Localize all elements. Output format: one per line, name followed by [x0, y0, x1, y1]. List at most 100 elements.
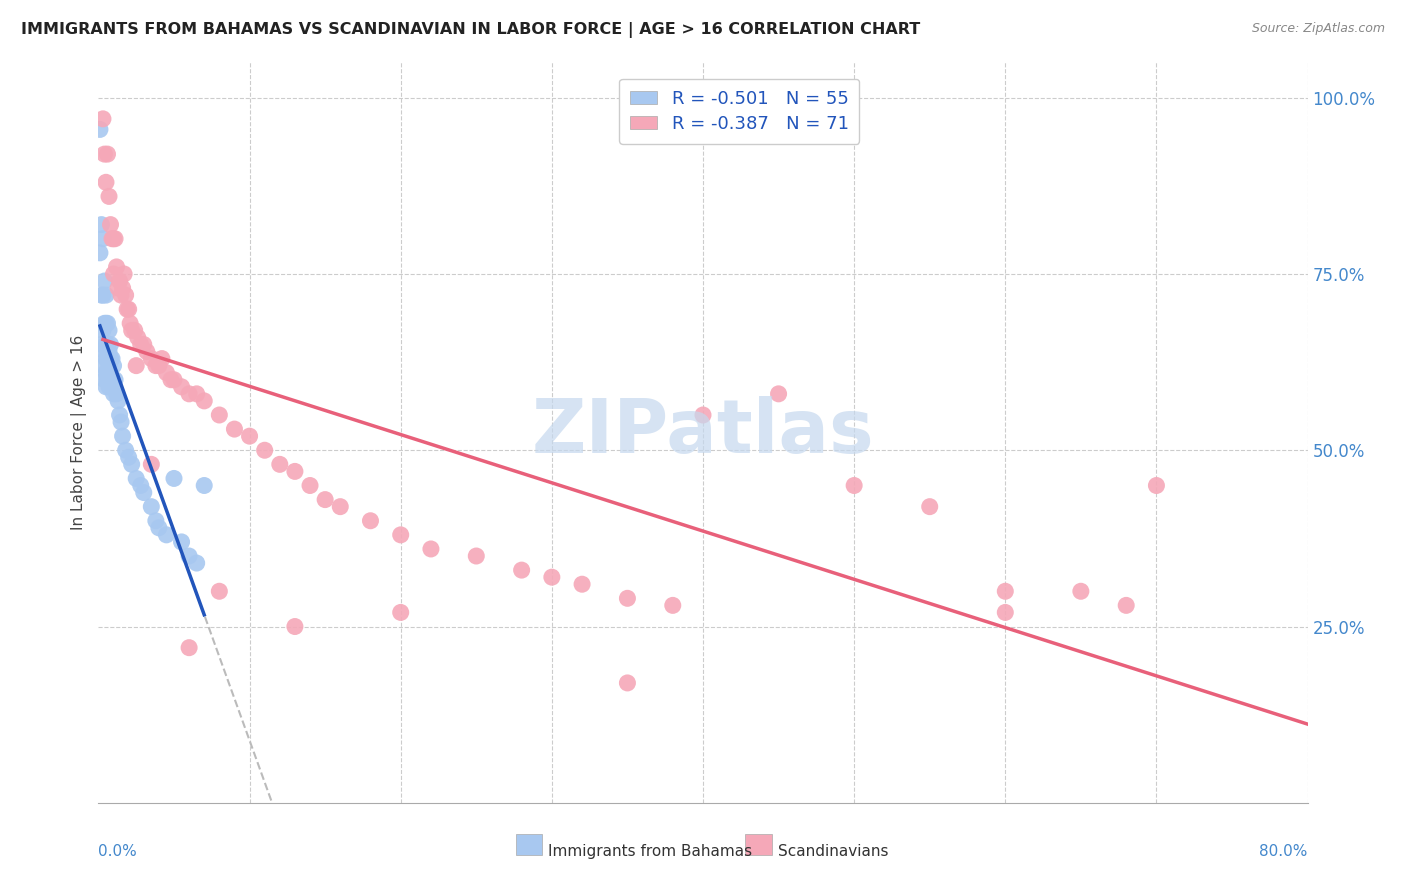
Point	[105, 387, 128, 401]
Point	[115, 302, 138, 317]
Point	[360, 514, 382, 528]
Point	[571, 577, 593, 591]
Point	[103, 267, 125, 281]
Point	[112, 267, 135, 281]
Point	[108, 408, 131, 422]
Point	[107, 281, 129, 295]
Point	[91, 288, 114, 302]
Point	[98, 344, 121, 359]
Point	[145, 514, 167, 528]
Point	[94, 337, 117, 351]
Point	[94, 288, 117, 302]
Y-axis label: In Labor Force | Age > 16: In Labor Force | Age > 16	[72, 335, 87, 530]
Point	[918, 500, 941, 514]
Point	[105, 260, 128, 274]
Point	[141, 458, 163, 472]
Point	[314, 492, 336, 507]
Point	[239, 429, 262, 443]
Point	[108, 274, 131, 288]
Point	[253, 443, 276, 458]
Point	[389, 528, 412, 542]
Point	[94, 175, 117, 189]
Text: ZIPatlas: ZIPatlas	[531, 396, 875, 469]
Point	[94, 380, 117, 394]
Point	[114, 288, 136, 302]
Point	[110, 415, 132, 429]
Point	[616, 676, 638, 690]
Point	[101, 232, 124, 246]
Text: 80.0%: 80.0%	[1260, 844, 1308, 858]
Point	[129, 337, 152, 351]
Bar	[745, 834, 772, 855]
Point	[692, 408, 714, 422]
Point	[186, 556, 208, 570]
Point	[141, 351, 163, 366]
Point	[121, 323, 143, 337]
Point	[540, 570, 562, 584]
Point	[89, 245, 111, 260]
Point	[101, 373, 124, 387]
Point	[91, 359, 114, 373]
Point	[994, 606, 1017, 620]
Point	[98, 323, 121, 337]
Point	[125, 359, 148, 373]
Point	[844, 478, 866, 492]
Point	[114, 443, 136, 458]
Point	[96, 373, 118, 387]
Point	[96, 351, 118, 366]
Point	[1115, 599, 1137, 613]
Point	[101, 351, 124, 366]
Point	[125, 471, 148, 485]
Point	[100, 337, 122, 351]
Point	[104, 373, 127, 387]
Point	[94, 351, 117, 366]
Point	[616, 591, 638, 606]
Point	[135, 344, 157, 359]
Point	[132, 485, 155, 500]
Point	[104, 232, 127, 246]
Point	[121, 458, 143, 472]
Point	[118, 450, 141, 465]
Point	[103, 359, 125, 373]
Point	[145, 359, 167, 373]
Point	[96, 147, 118, 161]
Bar	[516, 834, 543, 855]
Text: IMMIGRANTS FROM BAHAMAS VS SCANDINAVIAN IN LABOR FORCE | AGE > 16 CORRELATION CH: IMMIGRANTS FROM BAHAMAS VS SCANDINAVIAN …	[21, 22, 921, 38]
Point	[94, 366, 117, 380]
Point	[155, 528, 177, 542]
Point	[94, 316, 117, 330]
Point	[768, 387, 790, 401]
Point	[93, 316, 115, 330]
Point	[389, 606, 412, 620]
Point	[100, 218, 122, 232]
Point	[994, 584, 1017, 599]
Point	[98, 189, 121, 203]
Point	[284, 464, 307, 478]
Point	[90, 288, 112, 302]
Point	[100, 351, 122, 366]
Point	[170, 380, 193, 394]
Point	[284, 619, 307, 633]
Point	[329, 500, 352, 514]
Point	[91, 323, 114, 337]
Point	[299, 478, 322, 492]
Point	[208, 408, 231, 422]
Point	[661, 599, 683, 613]
Point	[93, 373, 115, 387]
Point	[224, 422, 246, 436]
Point	[179, 549, 201, 563]
Point	[160, 373, 183, 387]
Text: Immigrants from Bahamas: Immigrants from Bahamas	[548, 844, 752, 858]
Point	[269, 458, 291, 472]
Point	[132, 337, 155, 351]
Point	[129, 478, 152, 492]
Point	[150, 351, 173, 366]
Point	[148, 521, 170, 535]
Point	[96, 316, 118, 330]
Point	[127, 330, 149, 344]
Point	[208, 584, 231, 599]
Point	[179, 640, 201, 655]
Point	[120, 316, 142, 330]
Point	[103, 232, 125, 246]
Point	[148, 359, 170, 373]
